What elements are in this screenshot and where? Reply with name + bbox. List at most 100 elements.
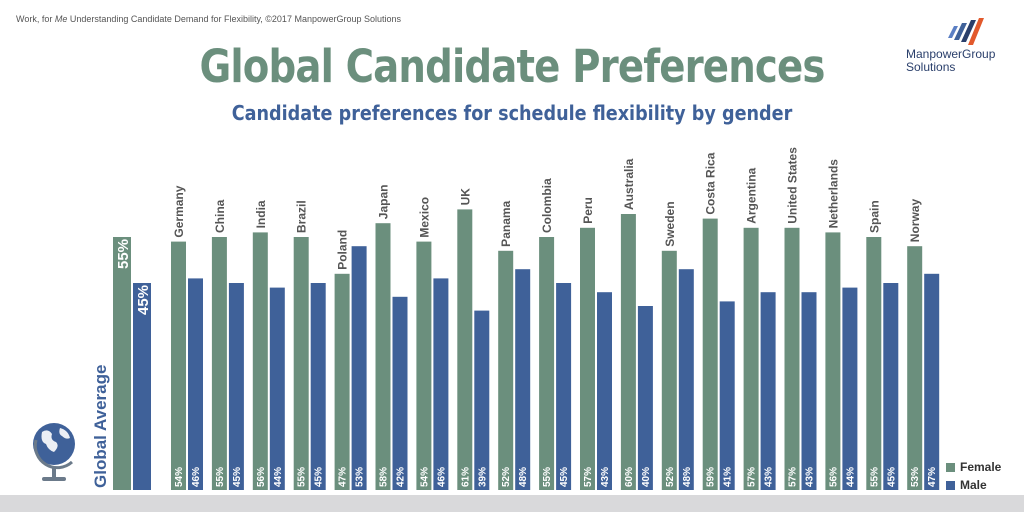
footer-band [0,495,1024,512]
data-label-male: 46% [436,467,447,487]
bar-male-costa-rica [719,301,735,490]
data-label-female: 54% [174,467,185,487]
data-label-male: 43% [764,467,775,487]
category-label: United States [786,147,800,224]
bar-male-india [269,287,285,490]
bar-female-china [211,237,227,490]
data-label-female: 56% [256,467,267,487]
bar-female-costa-rica [702,218,718,490]
category-label: Germany [172,185,186,237]
bar-female-colombia [539,237,555,490]
data-label-female: 52% [501,467,512,487]
bar-female-mexico [416,241,432,490]
global-average-male-bar [133,283,151,490]
bar-female-brazil [293,237,309,490]
legend-female-label: Female [960,460,1002,474]
data-label-male: 44% [273,467,284,487]
data-label-male: 48% [518,467,529,487]
source-suffix: Understanding Candidate Demand for Flexi… [67,14,402,24]
company-logo: ManpowerGroup Solutions [906,16,1006,74]
global-average-axis-label: Global Average [91,365,110,488]
data-label-male: 45% [559,467,570,487]
data-label-female: 60% [624,467,635,487]
bar-male-colombia [556,283,572,490]
category-label: Poland [336,230,350,270]
data-label-female: 58% [379,467,390,487]
data-label-female: 57% [583,467,594,487]
data-label-female: 54% [419,467,430,487]
bar-male-mexico [433,278,449,490]
bar-female-united-states [784,227,800,491]
category-label: Sweden [663,201,677,246]
bar-male-norway [924,273,940,490]
data-label-male: 41% [723,467,734,487]
bar-male-netherlands [842,287,858,490]
category-label: UK [458,188,472,206]
data-label-female: 55% [215,467,226,487]
data-label-male: 45% [886,467,897,487]
category-label: Japan [377,185,391,220]
data-label-female: 56% [828,467,839,487]
globe-icon [28,418,84,495]
category-label: Netherlands [826,159,840,229]
bar-male-panama [515,269,531,490]
category-label: Panama [499,200,513,246]
chart-title: Global Candidate Preferences [199,40,825,93]
data-label-male: 44% [845,467,856,487]
data-label-female: 55% [869,467,880,487]
data-label-male: 45% [232,467,243,487]
bar-male-united-states [801,292,817,490]
bar-male-china [228,283,244,490]
global-average-female-bar [113,237,131,490]
category-label: Colombia [540,178,554,233]
source-emphasis: Me [54,14,68,24]
category-label: Peru [581,197,595,224]
bar-female-peru [580,227,595,491]
logo-text-line1: ManpowerGroup [906,47,996,61]
bar-male-poland [351,246,367,490]
data-label-male: 45% [314,467,325,487]
category-label: Costa Rica [704,152,718,214]
data-label-female: 55% [542,467,553,487]
data-label-female: 55% [297,467,308,487]
data-label-male: 43% [600,467,611,487]
data-label-male: 42% [396,467,407,487]
global-average-female-label: 55% [115,239,132,269]
data-label-male: 48% [682,467,693,487]
legend-male-swatch [946,481,955,490]
bar-male-spain [883,283,899,490]
category-label: Norway [908,199,922,243]
data-label-male: 46% [191,467,202,487]
bar-female-panama [498,250,514,490]
data-label-male: 39% [477,467,488,487]
category-label: Brazil [295,200,309,233]
bar-male-peru [597,292,612,490]
bar-female-india [252,232,268,490]
data-label-female: 57% [747,467,758,487]
bar-female-norway [907,246,923,490]
chart-subtitle: Candidate preferences for schedule flexi… [231,101,793,125]
data-label-male: 40% [641,467,652,487]
bar-male-australia [637,306,653,490]
category-label: Australia [622,158,636,210]
legend-female-swatch [946,463,955,472]
bar-female-uk [457,209,473,490]
data-label-male: 53% [355,467,366,487]
bar-male-brazil [310,283,326,490]
category-label: Argentina [745,167,759,223]
logo-text-line2: Solutions [906,60,956,74]
bar-male-uk [474,310,490,490]
source-prefix: Work, for [16,14,55,24]
category-label: Mexico [417,197,431,238]
bar-male-sweden [678,269,694,490]
bar-female-poland [334,273,350,490]
category-label: Spain [867,200,881,233]
legend-female: Female [946,460,1001,474]
category-label: China [213,199,227,233]
bar-male-japan [392,296,408,490]
category-label: India [254,200,268,228]
bar-female-argentina [743,227,759,491]
legend-male: Male [946,478,987,492]
legend-male-label: Male [960,478,987,492]
